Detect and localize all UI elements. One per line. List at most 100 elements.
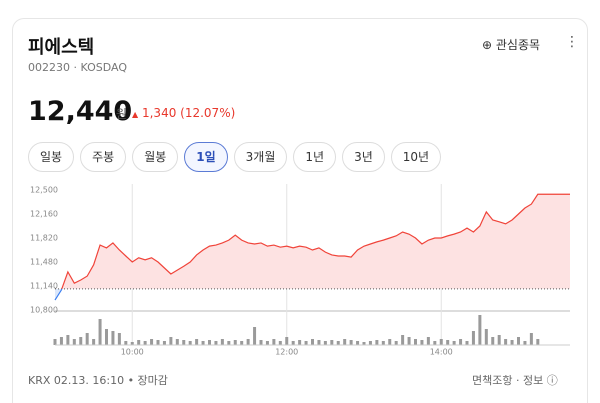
- volume-bar: [195, 339, 199, 345]
- volume-bar: [59, 337, 63, 345]
- volume-bar: [388, 339, 392, 345]
- volume-bar: [201, 341, 205, 345]
- watch-label: 관심종목: [495, 38, 541, 52]
- volume-bar: [343, 339, 347, 345]
- volume-bar: [111, 331, 115, 345]
- period-tab[interactable]: 3개월: [233, 142, 288, 172]
- volume-bar: [504, 339, 508, 345]
- y-tick-label: 12,160: [30, 210, 58, 219]
- stock-name: 피에스텍: [28, 37, 95, 58]
- change-arrow: ▲: [132, 110, 139, 119]
- price: 12,440: [28, 96, 133, 127]
- volume-bar: [478, 315, 482, 345]
- volume-bar: [72, 339, 76, 345]
- more-button[interactable]: ⋮: [565, 34, 579, 50]
- volume-bar: [298, 340, 302, 345]
- market-status: KRX 02.13. 16:10 • 장마감: [28, 374, 168, 387]
- volume-bar: [137, 340, 141, 345]
- price-area: [61, 194, 570, 289]
- volume-bar: [439, 339, 443, 345]
- volume-bar: [143, 341, 147, 345]
- period-tab[interactable]: 10년: [390, 142, 442, 172]
- volume-bar: [79, 337, 83, 345]
- volume-bar: [150, 339, 154, 345]
- volume-bar: [278, 341, 282, 345]
- volume-bar: [272, 339, 276, 345]
- volume-bar: [85, 333, 89, 345]
- period-tab[interactable]: 1년: [293, 142, 337, 172]
- watch-button[interactable]: ⊕ 관심종목: [482, 38, 541, 52]
- period-tab[interactable]: 월봉: [132, 142, 179, 172]
- volume-bar: [465, 341, 469, 345]
- volume-bar: [53, 339, 57, 345]
- volume-bar: [510, 340, 514, 345]
- volume-bar: [98, 319, 102, 345]
- x-tick-label: 14:00: [430, 348, 453, 357]
- volume-bar: [349, 340, 353, 345]
- volume-bar: [182, 340, 186, 345]
- volume-bar: [265, 341, 269, 345]
- footer-links[interactable]: 면책조항 · 정보 ⓘ: [472, 374, 558, 387]
- volume-bar: [227, 341, 231, 345]
- period-tab[interactable]: 주봉: [80, 142, 127, 172]
- volume-bar: [130, 342, 134, 345]
- volume-bar: [208, 340, 211, 345]
- volume-bar: [426, 337, 430, 345]
- price-change: ▲ 1,340 (12.07%): [132, 106, 235, 120]
- y-tick-label: 10,800: [30, 306, 58, 315]
- volume-bar: [330, 340, 334, 345]
- volume-bar: [336, 341, 340, 345]
- volume-bar: [220, 339, 224, 345]
- volume-bar: [452, 341, 456, 345]
- x-tick-label: 10:00: [121, 348, 144, 357]
- price-line: [61, 193, 570, 289]
- volume-bar: [401, 335, 405, 345]
- volume-bar: [536, 339, 540, 345]
- volume-bar: [517, 337, 520, 345]
- period-tab[interactable]: 1일: [184, 142, 228, 172]
- volume-bar: [291, 341, 295, 345]
- volume-bar: [92, 339, 96, 345]
- volume-bar: [362, 342, 366, 345]
- period-tab[interactable]: 일봉: [28, 142, 75, 172]
- volume-bar: [375, 340, 379, 345]
- y-tick-label: 12,500: [30, 186, 58, 195]
- volume-bar: [491, 337, 495, 345]
- volume-bar: [381, 341, 385, 345]
- x-tick-label: 12:00: [275, 348, 298, 357]
- volume-bar: [356, 341, 360, 345]
- volume-bar: [105, 329, 108, 345]
- volume-bar: [246, 339, 250, 345]
- y-tick-label: 11,480: [30, 258, 58, 267]
- change-value: 1,340 (12.07%): [141, 106, 236, 120]
- volume-bar: [240, 341, 244, 345]
- volume-bar: [117, 333, 121, 345]
- volume-bar: [175, 339, 179, 345]
- volume-bar: [433, 341, 437, 345]
- volume-bar: [484, 329, 488, 345]
- volume-bar: [394, 341, 398, 345]
- volume-bar: [162, 341, 166, 345]
- stock-card: [12, 18, 588, 403]
- volume-bar: [214, 341, 218, 345]
- period-tab[interactable]: 3년: [342, 142, 385, 172]
- price-unit: 원: [116, 107, 128, 121]
- volume-bar: [304, 341, 308, 345]
- footer-links-text: 면책조항 · 정보: [472, 374, 544, 387]
- volume-bar: [459, 339, 463, 345]
- volume-bar: [529, 333, 533, 345]
- volume-bar: [446, 340, 450, 345]
- volume-bar: [317, 340, 321, 345]
- volume-bar: [66, 335, 70, 345]
- volume-bar: [253, 327, 257, 345]
- volume-bar: [323, 341, 327, 345]
- volume-bar: [169, 337, 173, 345]
- volume-bar: [156, 340, 160, 345]
- volume-bar: [414, 339, 417, 345]
- period-tabs: 일봉 주봉 월봉 1일 3개월 1년 3년 10년: [28, 142, 442, 172]
- volume-bar: [368, 341, 372, 345]
- volume-bar: [285, 337, 289, 345]
- y-tick-label: 11,820: [30, 234, 58, 243]
